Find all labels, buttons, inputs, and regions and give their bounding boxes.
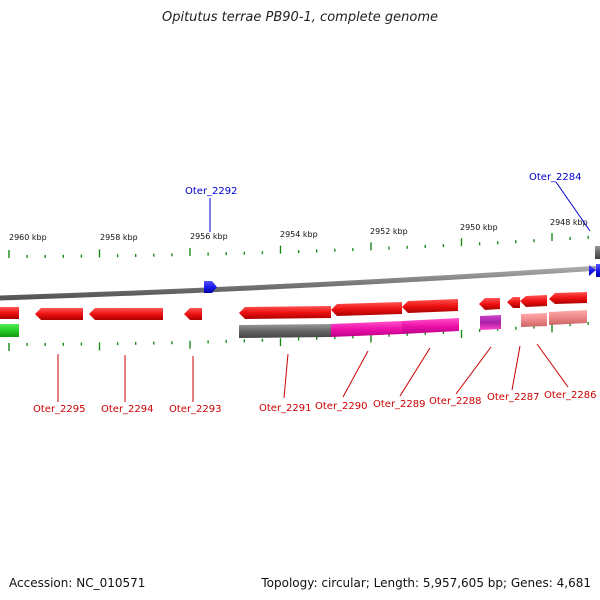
gene-label-oter-2295[interactable]: Oter_2295 xyxy=(33,404,86,415)
leader-line xyxy=(555,181,591,232)
genome-summary-text: Topology: circular; Length: 5,957,605 bp… xyxy=(261,576,591,590)
scale-label: 2960 kbp xyxy=(9,233,47,242)
leader-line xyxy=(283,353,289,399)
gene-label-oter-2287[interactable]: Oter_2287 xyxy=(487,392,540,403)
gene-label-oter-2294[interactable]: Oter_2294 xyxy=(101,404,154,415)
gene-label-oter-2289[interactable]: Oter_2289 xyxy=(373,399,426,410)
gene-right-edge[interactable] xyxy=(596,264,600,277)
gene-oter-2287[interactable] xyxy=(507,297,520,308)
band-salmon-2 xyxy=(549,310,587,325)
leader-line xyxy=(399,347,431,397)
band-magenta-2 xyxy=(402,318,459,334)
gene-oter-2293[interactable] xyxy=(184,308,202,320)
gene-oter-2286b[interactable] xyxy=(549,292,587,304)
gene-left-edge[interactable] xyxy=(0,307,19,319)
gene-label-oter-2292[interactable]: Oter_2292 xyxy=(185,186,238,197)
scale-label: 2956 kbp xyxy=(190,232,228,241)
band-gray xyxy=(239,324,331,338)
gene-right-edge-gray[interactable] xyxy=(595,246,600,259)
leader-line xyxy=(455,346,492,395)
gene-label-oter-2291[interactable]: Oter_2291 xyxy=(259,403,312,414)
gene-oter-2288[interactable] xyxy=(479,298,500,310)
gene-oter-2286a[interactable] xyxy=(520,295,547,307)
band-green xyxy=(0,324,19,337)
gene-oter-2289[interactable] xyxy=(402,299,458,313)
gene-label-oter-2290[interactable]: Oter_2290 xyxy=(315,401,368,412)
gene-label-oter-2293[interactable]: Oter_2293 xyxy=(169,404,222,415)
band-magenta-1 xyxy=(331,321,402,337)
scale-label: 2950 kbp xyxy=(460,223,498,232)
band-purple xyxy=(480,315,501,330)
genome-backbone xyxy=(0,265,600,301)
scale-label: 2948 kbp xyxy=(550,218,588,227)
gene-oter-2290[interactable] xyxy=(331,302,402,316)
gene-oter-2294[interactable] xyxy=(89,308,163,320)
leader-line xyxy=(511,345,521,391)
scale-label: 2958 kbp xyxy=(100,233,138,242)
scale-label: 2954 kbp xyxy=(280,230,318,239)
map-title: Opitutus terrae PB90-1, complete genome xyxy=(161,10,439,25)
gene-label-oter-2288[interactable]: Oter_2288 xyxy=(429,396,482,407)
band-salmon-1 xyxy=(521,313,547,327)
gene-oter-2284[interactable] xyxy=(589,265,596,276)
gene-oter-2295[interactable] xyxy=(35,308,83,320)
gene-label-oter-2284[interactable]: Oter_2284 xyxy=(529,172,582,183)
gene-oter-2292[interactable] xyxy=(204,281,217,293)
tick-row-top xyxy=(8,233,589,258)
accession-text: Accession: NC_010571 xyxy=(9,576,146,590)
leader-line xyxy=(536,343,569,388)
leader-line xyxy=(342,350,369,398)
tick-row-bottom xyxy=(8,321,589,351)
gene-label-oter-2286[interactable]: Oter_2286 xyxy=(544,390,597,401)
scale-label: 2952 kbp xyxy=(370,227,408,236)
gene-oter-2291[interactable] xyxy=(239,306,331,319)
